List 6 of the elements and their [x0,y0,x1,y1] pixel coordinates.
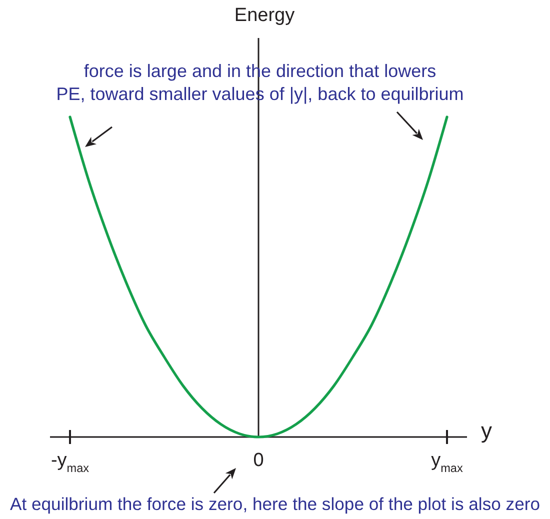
x-tick-label: y$_{max}$ [431,450,463,475]
x-tick-label: 0 [253,450,264,471]
text: At equilbrium the force is zero, here the slope of the plot is also zero [10,494,540,514]
x-axis-title: y [481,418,492,443]
y-axis-title: Energy [234,5,296,26]
x-tick-label: -y$_{max}$ [50,450,90,475]
